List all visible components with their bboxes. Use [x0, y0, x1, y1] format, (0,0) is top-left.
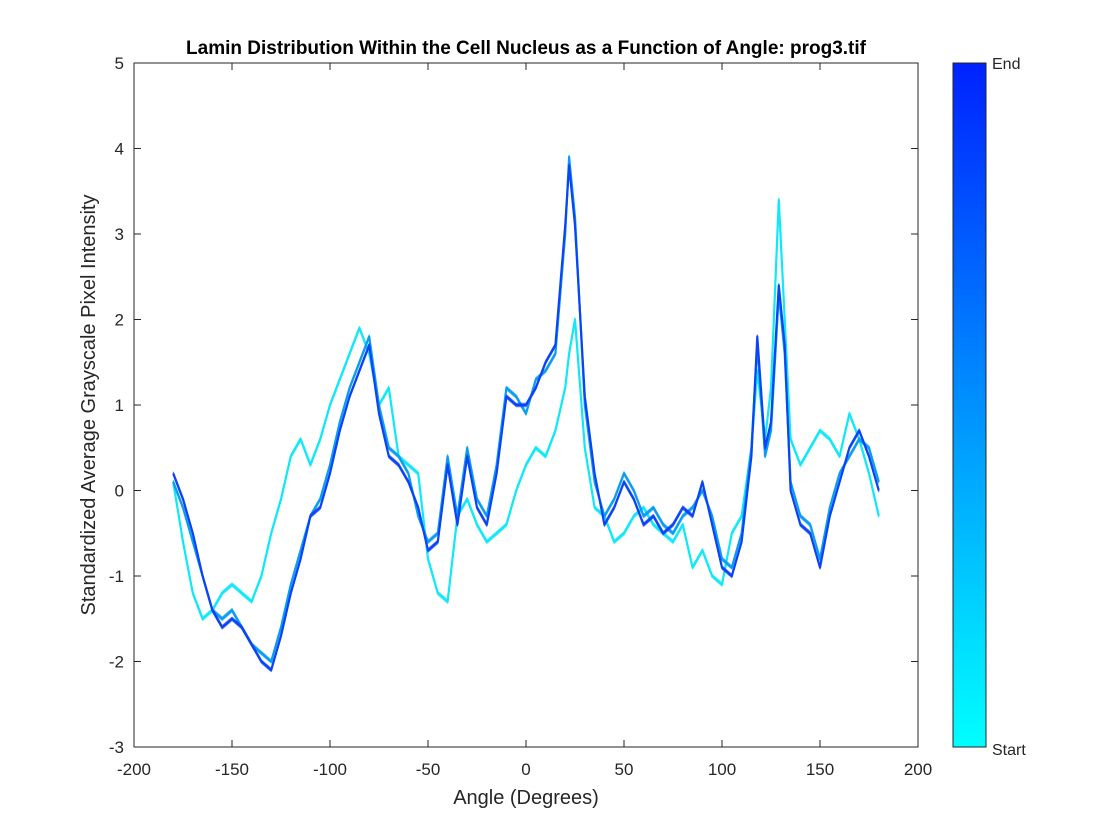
y-tick-label: -1: [109, 567, 124, 586]
series-line-0: [172, 200, 880, 621]
y-tick-label: 3: [115, 225, 124, 244]
x-tick-label: 50: [615, 760, 634, 779]
y-tick-label: 4: [115, 140, 124, 159]
colorbar-label-start: Start: [992, 742, 1026, 759]
chart-title: Lamin Distribution Within the Cell Nucle…: [186, 38, 867, 59]
y-tick-label: 5: [115, 54, 124, 73]
y-tick-label: 0: [115, 482, 124, 501]
x-tick-label: 200: [904, 760, 932, 779]
y-tick-label: 1: [115, 396, 124, 415]
y-axis-ticks: -3 -2 -1 0 1 2 3 4 5: [109, 54, 918, 757]
series-line-2: [172, 163, 880, 669]
y-tick-label: -3: [109, 738, 124, 757]
x-tick-label: -50: [416, 760, 441, 779]
x-tick-label: 150: [806, 760, 834, 779]
series-layer: [172, 154, 880, 673]
x-tick-label: -150: [215, 760, 249, 779]
colorbar: End Start: [952, 56, 1026, 759]
x-tick-label: -200: [117, 760, 151, 779]
y-tick-label: 2: [115, 311, 124, 330]
x-tick-label: 100: [708, 760, 736, 779]
series-line-2: [172, 164, 880, 672]
y-axis-label: Standardized Average Grayscale Pixel Int…: [78, 195, 100, 616]
colorbar-gradient: [952, 62, 987, 748]
y-tick-label: -2: [109, 653, 124, 672]
colorbar-label-end: End: [992, 56, 1020, 73]
series-line-2: [172, 166, 880, 673]
x-axis-ticks: -200 -150 -100 -50 0 50 100 150 200: [117, 63, 932, 779]
x-tick-label: 0: [521, 760, 530, 779]
x-tick-label: -100: [313, 760, 347, 779]
series-line-1: [172, 155, 880, 663]
x-axis-label: Angle (Degrees): [453, 787, 599, 809]
